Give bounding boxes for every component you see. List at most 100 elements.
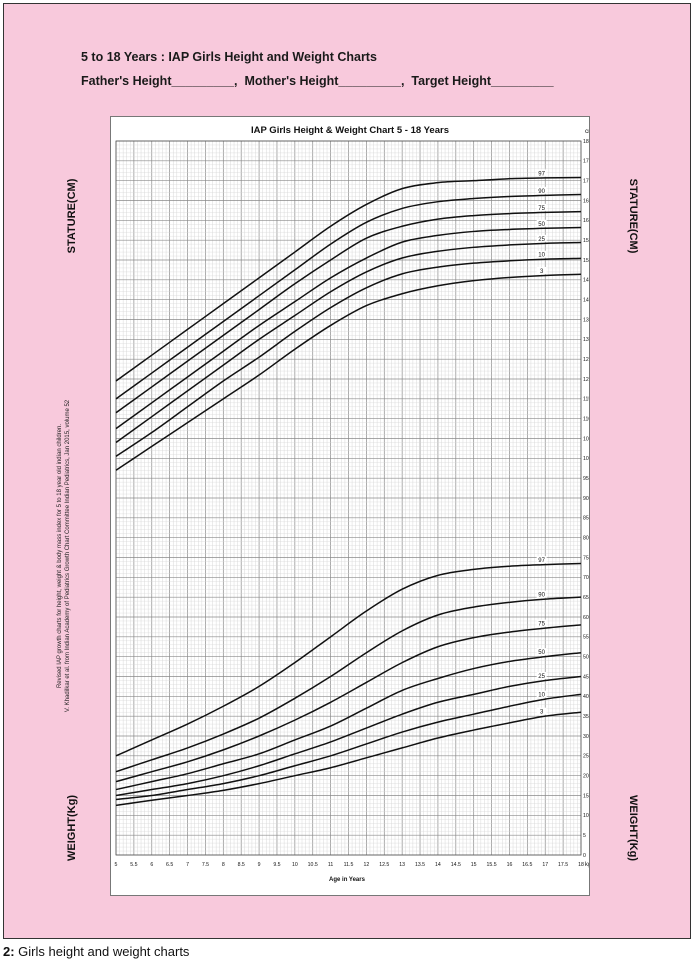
y-tick-label-cm-right: 145 xyxy=(583,278,589,284)
height-curve-p97 xyxy=(115,176,582,382)
x-tick-label: 7.5 xyxy=(202,862,209,868)
y-tick-label-kg-right: 5 xyxy=(583,833,586,839)
y-tick-label-kg-right: 25 xyxy=(583,754,589,760)
height-percentile-label: 50 xyxy=(538,222,545,228)
height-label-bg-p3 xyxy=(536,266,547,274)
caption-number: 2: xyxy=(3,944,15,959)
weight-label-bg-p25 xyxy=(536,671,547,679)
chart-card: IAP Girls Height & Weight Chart 5 - 18 Y… xyxy=(98,116,594,896)
weight-percentile-label: 75 xyxy=(538,622,545,628)
x-tick-label: 8.5 xyxy=(238,862,245,868)
y-tick-label-cm-right: 135 xyxy=(583,317,589,323)
x-tick-label: 8 xyxy=(222,862,225,868)
x-tick-label: 11 xyxy=(328,862,333,868)
weight-curve-p10 xyxy=(115,693,582,801)
height-label-bg-p97 xyxy=(536,169,547,177)
weight-percentile-label: 10 xyxy=(538,693,545,699)
y-tick-label-cm-right: 170 xyxy=(583,178,589,184)
y-tick-label-cm-right: 85 xyxy=(583,516,589,522)
y-tick-label-cm-right: 160 xyxy=(583,218,589,224)
citation-line-1: Revised IAP growth charts for height, we… xyxy=(57,423,63,689)
weight-curve-p50 xyxy=(115,651,582,791)
x-tick-label: 6.5 xyxy=(166,862,173,868)
citation-note: Revised IAP growth charts for height, we… xyxy=(56,400,72,712)
height-curve-p10 xyxy=(115,257,582,457)
x-tick-label: 13.5 xyxy=(415,862,425,868)
x-tick-label: 12 xyxy=(363,862,369,868)
weight-curve-p90 xyxy=(115,596,582,773)
x-tick-label: 17 xyxy=(542,862,548,868)
chart-title: IAP Girls Height & Weight Chart 5 - 18 Y… xyxy=(251,125,449,136)
weight-percentile-label: 3 xyxy=(540,710,544,716)
x-tick-label: 9.5 xyxy=(273,862,280,868)
y-tick-label-cm-right: 100 xyxy=(583,456,589,462)
x-tick-label: 14.5 xyxy=(451,862,461,868)
x-tick-label: 13 xyxy=(399,862,405,868)
y-tick-label-cm-right: 80 xyxy=(583,535,589,541)
page-title: 5 to 18 Years : IAP Girls Height and Wei… xyxy=(81,50,377,64)
x-tick-label: 10 xyxy=(292,862,298,868)
weight-percentile-label: 50 xyxy=(538,650,545,656)
y-tick-label-kg-right: 0 xyxy=(583,853,586,859)
y-tick-label-cm-right: 115 xyxy=(583,397,589,403)
y-tick-label-kg-right: 40 xyxy=(583,694,589,700)
y-tick-label-cm-right: 175 xyxy=(583,159,589,165)
y-tick-label-kg-right: 70 xyxy=(583,575,589,581)
y-tick-label-cm-right: 90 xyxy=(583,496,589,502)
unit-cm-right: cm xyxy=(585,128,589,135)
y-tick-label-cm-right: 75 xyxy=(583,555,589,561)
y-tick-label-cm-right: 125 xyxy=(583,357,589,363)
y-tick-label-cm-right: 105 xyxy=(583,436,589,442)
weight-label-right: WEIGHT(Kg) xyxy=(627,795,639,861)
x-tick-label: 11.5 xyxy=(344,862,354,868)
y-tick-label-kg-right: 60 xyxy=(583,615,589,621)
growth-chart: IAP Girls Height & Weight Chart 5 - 18 Y… xyxy=(98,125,594,883)
height-percentile-label: 97 xyxy=(538,171,545,177)
stature-label-left: STATURE(CM) xyxy=(66,178,78,254)
x-tick-label: 7 xyxy=(186,862,189,868)
x-axis-title: Age in Years xyxy=(329,877,366,883)
weight-label-bg-p3 xyxy=(536,707,547,715)
y-tick-label-cm-right: 140 xyxy=(583,297,589,303)
height-curve-p3 xyxy=(115,273,582,471)
y-tick-label-cm-right: 150 xyxy=(583,258,589,264)
y-tick-label-cm-right: 95 xyxy=(583,476,589,482)
x-tick-label: 15 xyxy=(471,862,477,868)
height-label-bg-p25 xyxy=(536,234,547,242)
unit-kg-right: kg xyxy=(585,862,589,868)
y-tick-label-cm-right: 130 xyxy=(583,337,589,343)
y-tick-label-cm-right: 165 xyxy=(583,198,589,204)
height-percentile-label: 90 xyxy=(538,189,545,195)
x-tick-label: 10.5 xyxy=(308,862,318,868)
height-curve-p50 xyxy=(115,226,582,430)
y-tick-label-kg-right: 50 xyxy=(583,654,589,660)
figure-caption: 2: Girls height and weight charts xyxy=(3,944,189,959)
height-label-bg-p10 xyxy=(536,250,547,258)
x-tick-label: 5 xyxy=(115,862,118,868)
weight-label-bg-p90 xyxy=(536,590,547,598)
weight-curve-p3 xyxy=(115,711,582,807)
y-tick-label-cm-right: 120 xyxy=(583,377,589,383)
percentile-curves: 97 90 75 50 25 10 3 97 90 75 50 25 10 3 xyxy=(115,169,582,807)
height-curve-p25 xyxy=(115,241,582,444)
weight-curve-p75 xyxy=(115,624,582,783)
x-tick-label: 12.5 xyxy=(379,862,389,868)
height-percentile-label: 75 xyxy=(538,206,545,212)
plot-border xyxy=(115,140,582,856)
caption-text: Girls height and weight charts xyxy=(14,944,190,959)
height-label-bg-p90 xyxy=(536,186,547,194)
height-percentile-label: 10 xyxy=(538,253,545,259)
parent-height-fields: Father's Height_________, Mother's Heigh… xyxy=(81,74,554,88)
weight-label-bg-p97 xyxy=(536,556,547,564)
y-tick-label-kg-right: 35 xyxy=(583,714,589,720)
y-tick-label-cm-right: 155 xyxy=(583,238,589,244)
stature-label-right: STATURE(CM) xyxy=(627,178,639,254)
weight-label-bg-p75 xyxy=(536,619,547,627)
height-percentile-label: 25 xyxy=(538,237,545,243)
height-label-bg-p75 xyxy=(536,203,547,211)
weight-label-bg-p10 xyxy=(536,690,547,698)
y-tick-label-kg-right: 65 xyxy=(583,595,589,601)
x-tick-label: 16 xyxy=(507,862,513,868)
x-tick-label: 15.5 xyxy=(487,862,497,868)
y-tick-label-kg-right: 45 xyxy=(583,674,589,680)
